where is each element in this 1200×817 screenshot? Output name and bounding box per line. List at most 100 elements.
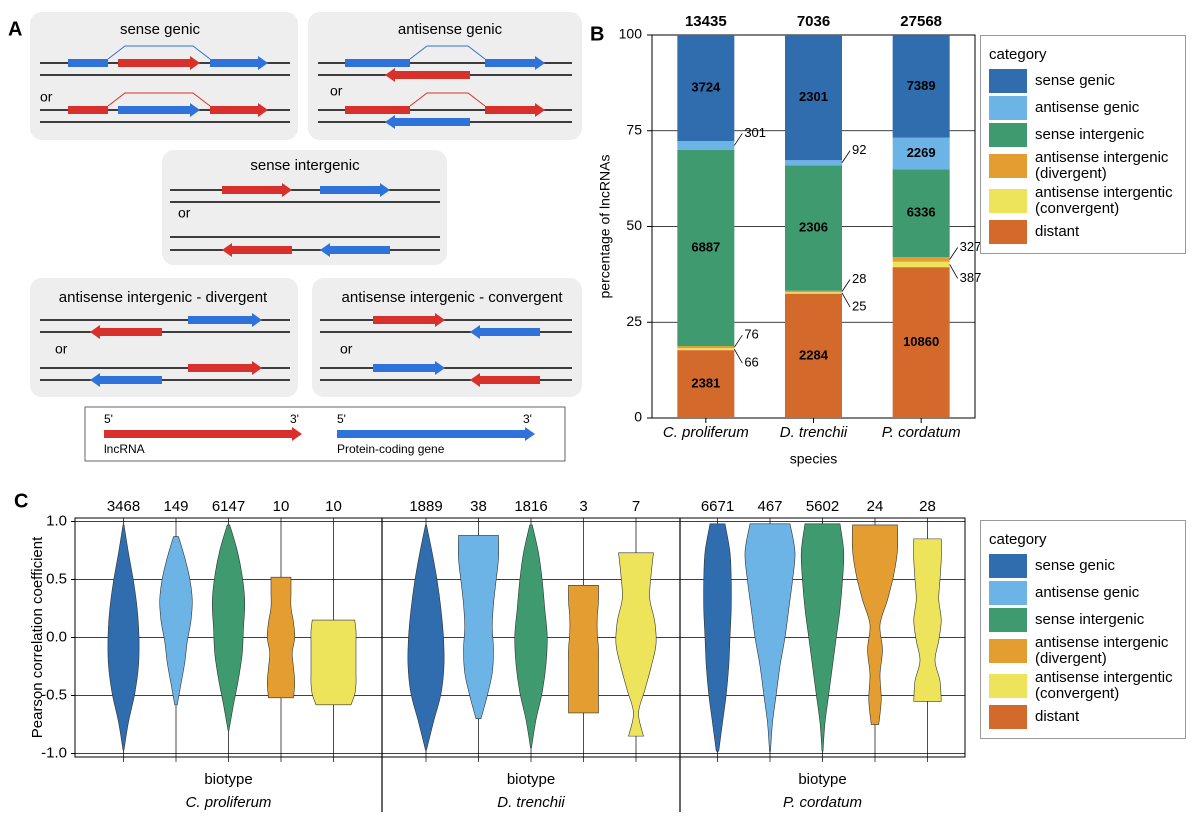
or-label: or <box>178 205 191 221</box>
legend-text: Protein-coding gene <box>337 442 445 456</box>
count-label: 38 <box>470 498 487 515</box>
leader-line <box>734 334 743 348</box>
y-tick-label: 0 <box>634 409 642 425</box>
bar-label: 92 <box>852 142 866 157</box>
gene-segment <box>68 59 108 67</box>
bar-label: 10860 <box>903 334 939 349</box>
violin <box>703 523 732 752</box>
gene-arrow <box>210 56 268 70</box>
legend-item: sense intergenic <box>989 123 1177 147</box>
count-label: 10 <box>273 498 290 515</box>
box-title: antisense genic <box>398 21 503 38</box>
leader-line <box>841 279 851 292</box>
count-label: 1889 <box>409 498 442 515</box>
gene-arrow <box>385 115 470 129</box>
gene-arrow <box>320 243 390 257</box>
bar-label: 2284 <box>799 347 829 362</box>
x-tick-label: D. trenchii <box>780 424 848 441</box>
legend-swatch <box>989 554 1027 578</box>
legend-item: antisense genic <box>989 581 1177 605</box>
or-label: or <box>330 83 343 99</box>
x-tick-label: C. proliferum <box>663 424 749 441</box>
count-label: 6671 <box>701 498 734 515</box>
gene-arrow <box>470 325 540 339</box>
legend-text: 3' <box>523 412 532 426</box>
violin <box>568 584 599 714</box>
legend-item: antisense intergentic (convergent) <box>989 185 1177 217</box>
bar-label: 76 <box>744 327 758 342</box>
gene-arrow <box>373 361 445 375</box>
leader-line <box>841 292 851 308</box>
leader-line <box>841 150 851 163</box>
gene-arrow <box>222 243 292 257</box>
legend-label: distant <box>1035 708 1080 725</box>
gene-arrow <box>90 373 162 387</box>
bar-label: 2381 <box>691 376 720 391</box>
count-label: 6147 <box>212 498 245 515</box>
legend-item: antisense genic <box>989 96 1177 120</box>
count-label: 149 <box>163 498 188 515</box>
count-label: 3 <box>579 498 587 515</box>
y-tick-label: 25 <box>626 313 642 329</box>
gene-arrow <box>104 427 302 441</box>
bar-segment <box>785 160 842 166</box>
facet-title: P. cordatum <box>783 794 862 811</box>
panel-label: C <box>14 490 28 512</box>
count-label: 10 <box>325 498 342 515</box>
legend-item: antisense intergenic (divergent) <box>989 635 1177 667</box>
legend-swatch <box>989 96 1027 120</box>
y-tick-label: 0.5 <box>46 570 67 587</box>
count-label: 24 <box>867 498 884 515</box>
legend-item: antisense intergenic (divergent) <box>989 150 1177 182</box>
legend-title: category <box>989 531 1047 548</box>
gene-arrow <box>188 313 262 327</box>
leader-line <box>733 348 743 364</box>
bar-label: 66 <box>744 355 758 370</box>
y-axis-label: Pearson correlation coefficient <box>29 536 46 738</box>
violin <box>211 524 246 731</box>
facet-title: D. trenchii <box>497 794 565 811</box>
bar-label: 6336 <box>907 205 936 220</box>
count-label: 7 <box>632 498 640 515</box>
bar-total: 27568 <box>900 13 942 30</box>
facet-title: C. proliferum <box>186 794 272 811</box>
legend-label: antisense intergentic (convergent) <box>1035 184 1173 217</box>
count-label: 5602 <box>806 498 839 515</box>
gene-arrow <box>373 313 445 327</box>
violin <box>107 524 140 751</box>
legend-label: antisense intergentic (convergent) <box>1035 669 1173 702</box>
bar-total: 7036 <box>797 13 830 30</box>
gene-arrow <box>485 103 545 117</box>
bar-label: 2269 <box>907 145 936 160</box>
box-title: sense genic <box>120 21 201 38</box>
bar-segment <box>892 137 950 170</box>
count-label: 467 <box>757 498 782 515</box>
leader-line <box>734 133 743 146</box>
or-label: or <box>340 341 353 357</box>
or-label: or <box>40 89 53 105</box>
bar-label: 7389 <box>907 78 936 93</box>
leader-line <box>949 264 959 279</box>
legend: category sense genic antisense genic sense … <box>980 520 1186 739</box>
legend-label: antisense genic <box>1035 584 1140 601</box>
gene-arrow <box>337 427 535 441</box>
legend-text: 5' <box>337 412 346 426</box>
bar-label: 2306 <box>799 219 828 234</box>
legend-swatch <box>989 123 1027 147</box>
y-tick-label: 100 <box>619 26 643 42</box>
splice <box>107 45 211 60</box>
box-title: antisense intergenic - divergent <box>59 289 268 306</box>
legend-swatch <box>989 581 1027 605</box>
violin <box>514 524 548 749</box>
violin <box>800 523 845 752</box>
gene-segment <box>68 106 108 114</box>
legend-label: sense genic <box>1035 72 1116 89</box>
gene-arrow <box>210 103 268 117</box>
splice <box>409 92 486 107</box>
x-axis-label: species <box>790 451 837 467</box>
panel-label: A <box>8 18 22 40</box>
gene-arrow <box>385 68 470 82</box>
violin <box>159 536 193 706</box>
x-axis-label: biotype <box>798 771 846 788</box>
